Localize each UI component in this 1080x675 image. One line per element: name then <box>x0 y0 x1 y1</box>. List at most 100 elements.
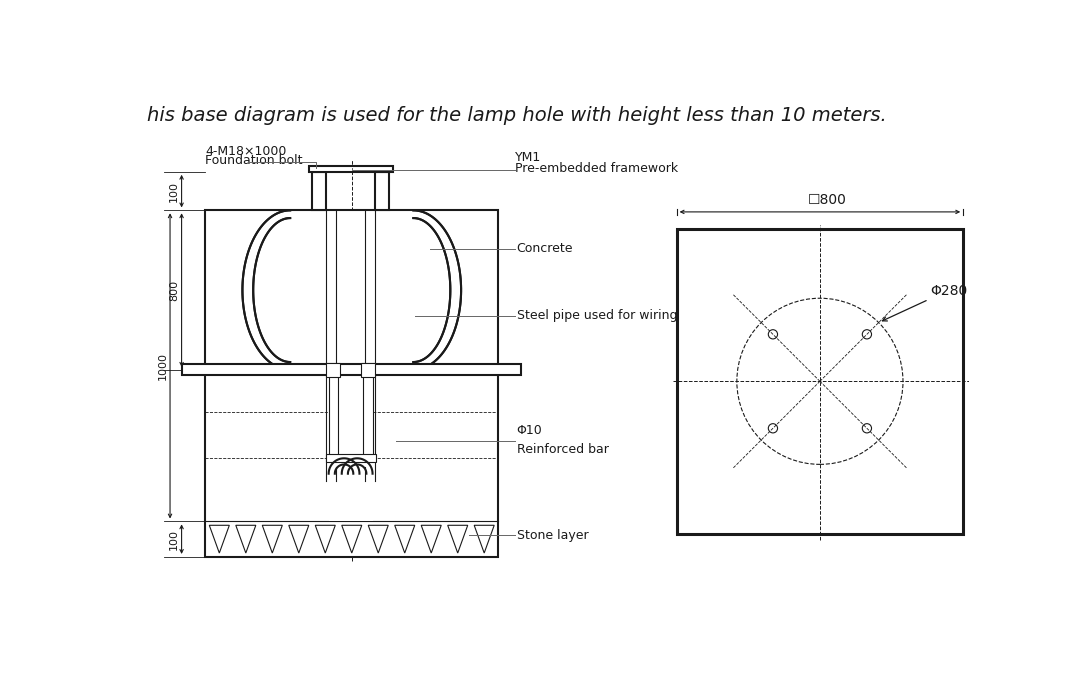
Bar <box>312 172 326 211</box>
Polygon shape <box>300 544 306 548</box>
Polygon shape <box>292 393 296 398</box>
Polygon shape <box>229 545 234 550</box>
Polygon shape <box>309 263 318 270</box>
Bar <box>205 211 498 557</box>
Polygon shape <box>359 550 364 554</box>
Polygon shape <box>260 323 268 329</box>
Polygon shape <box>242 211 291 370</box>
Polygon shape <box>291 497 296 502</box>
Text: Stone layer: Stone layer <box>516 529 589 542</box>
Polygon shape <box>253 484 259 489</box>
Polygon shape <box>279 501 284 505</box>
Polygon shape <box>338 514 345 519</box>
Polygon shape <box>276 544 281 548</box>
Text: Concrete: Concrete <box>516 242 573 255</box>
Polygon shape <box>341 491 345 495</box>
Text: YM1: YM1 <box>515 151 541 164</box>
Polygon shape <box>309 394 313 398</box>
Polygon shape <box>436 452 443 458</box>
Polygon shape <box>426 412 430 416</box>
Polygon shape <box>408 551 415 556</box>
Bar <box>363 370 373 458</box>
Polygon shape <box>393 211 401 217</box>
Polygon shape <box>312 531 318 536</box>
Polygon shape <box>414 211 461 370</box>
Text: Foundation bolt: Foundation bolt <box>205 155 303 167</box>
Polygon shape <box>245 379 253 385</box>
Polygon shape <box>291 525 296 529</box>
Polygon shape <box>340 544 346 549</box>
Polygon shape <box>415 543 419 547</box>
Polygon shape <box>409 400 416 405</box>
Polygon shape <box>222 394 227 398</box>
Polygon shape <box>382 303 388 308</box>
Polygon shape <box>389 516 393 520</box>
Polygon shape <box>381 225 389 232</box>
Polygon shape <box>232 511 239 517</box>
Polygon shape <box>465 323 473 329</box>
Polygon shape <box>281 527 286 531</box>
Text: ☐800: ☐800 <box>808 193 847 207</box>
Polygon shape <box>225 541 229 545</box>
Bar <box>325 454 376 462</box>
Polygon shape <box>461 545 468 551</box>
Polygon shape <box>334 211 341 217</box>
Polygon shape <box>383 512 391 519</box>
Polygon shape <box>459 284 464 288</box>
Text: Pre-embedded framework: Pre-embedded framework <box>515 162 678 175</box>
Polygon shape <box>251 507 257 512</box>
Polygon shape <box>387 452 393 458</box>
Polygon shape <box>325 507 330 512</box>
Polygon shape <box>352 232 357 237</box>
Polygon shape <box>292 509 298 514</box>
Polygon shape <box>339 529 343 533</box>
Polygon shape <box>282 392 289 398</box>
Polygon shape <box>482 392 489 398</box>
Polygon shape <box>403 531 407 535</box>
Polygon shape <box>437 530 442 533</box>
Polygon shape <box>455 549 459 553</box>
Text: 100: 100 <box>170 529 179 549</box>
Polygon shape <box>396 526 403 531</box>
Polygon shape <box>273 281 280 287</box>
Polygon shape <box>211 533 215 537</box>
Polygon shape <box>373 545 379 551</box>
Text: 1000: 1000 <box>158 352 167 380</box>
Polygon shape <box>270 215 278 221</box>
Polygon shape <box>222 344 229 350</box>
Polygon shape <box>467 335 471 339</box>
Polygon shape <box>259 397 266 402</box>
Polygon shape <box>435 273 441 279</box>
Polygon shape <box>449 410 455 415</box>
Polygon shape <box>307 506 315 513</box>
Text: 4-M18×1000: 4-M18×1000 <box>205 145 287 158</box>
Polygon shape <box>482 314 487 319</box>
Polygon shape <box>302 271 307 275</box>
Polygon shape <box>461 498 467 503</box>
Polygon shape <box>319 250 324 254</box>
Polygon shape <box>230 317 235 321</box>
Polygon shape <box>291 550 295 554</box>
Polygon shape <box>478 337 485 342</box>
Polygon shape <box>401 526 407 532</box>
Polygon shape <box>409 234 415 239</box>
Polygon shape <box>433 541 440 546</box>
Polygon shape <box>438 495 443 500</box>
Polygon shape <box>482 448 489 454</box>
Bar <box>183 364 522 375</box>
Polygon shape <box>219 265 225 269</box>
Bar <box>361 363 375 377</box>
Bar <box>677 229 963 534</box>
Polygon shape <box>469 286 475 292</box>
Polygon shape <box>348 227 352 231</box>
Polygon shape <box>390 516 395 521</box>
Polygon shape <box>363 362 369 367</box>
Text: Φ10: Φ10 <box>516 424 542 437</box>
Polygon shape <box>221 488 226 491</box>
Polygon shape <box>257 450 264 456</box>
Polygon shape <box>453 545 459 549</box>
Bar <box>328 370 373 522</box>
Polygon shape <box>443 334 447 338</box>
Polygon shape <box>428 475 435 481</box>
Polygon shape <box>291 485 296 489</box>
